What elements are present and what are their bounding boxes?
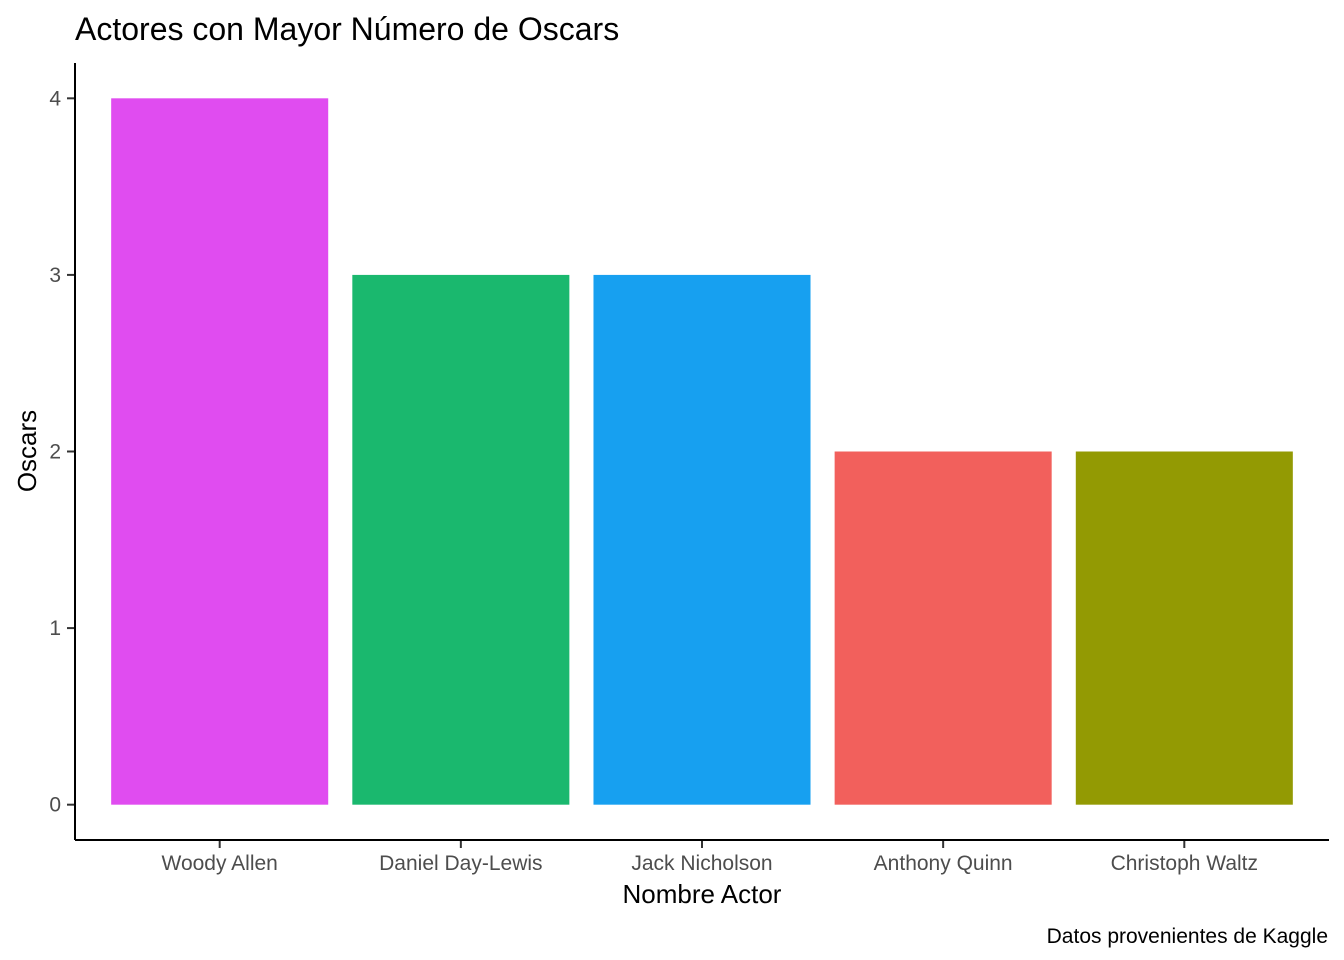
- x-tick-label-0: Woody Allen: [162, 852, 278, 875]
- y-axis-title: Oscars: [12, 410, 42, 492]
- x-tick-label-1: Daniel Day-Lewis: [379, 852, 542, 875]
- chart-title: Actores con Mayor Número de Oscars: [75, 11, 619, 47]
- chart-caption: Datos provenientes de Kaggle: [1047, 925, 1328, 948]
- bars-group: [111, 98, 1293, 805]
- x-axis-title: Nombre Actor: [623, 879, 782, 909]
- x-tick-label-4: Christoph Waltz: [1111, 852, 1258, 875]
- y-tick-label-1: 1: [49, 617, 61, 640]
- bar-3: [834, 451, 1052, 805]
- y-tick-label-4: 4: [49, 87, 61, 110]
- bar-4: [1075, 451, 1293, 805]
- y-tick-label-0: 0: [49, 794, 61, 817]
- x-axis-ticks: Woody Allen Daniel Day-Lewis Jack Nicholso…: [162, 840, 1258, 875]
- y-axis-ticks: 0 1 2 3 4: [49, 87, 75, 817]
- y-tick-label-2: 2: [49, 441, 61, 464]
- x-tick-label-2: Jack Nicholson: [631, 852, 772, 875]
- y-tick-label-3: 3: [49, 264, 61, 287]
- bar-2: [593, 274, 811, 805]
- x-tick-label-3: Anthony Quinn: [874, 852, 1013, 875]
- bar-0: [111, 98, 329, 805]
- bar-1: [352, 274, 570, 805]
